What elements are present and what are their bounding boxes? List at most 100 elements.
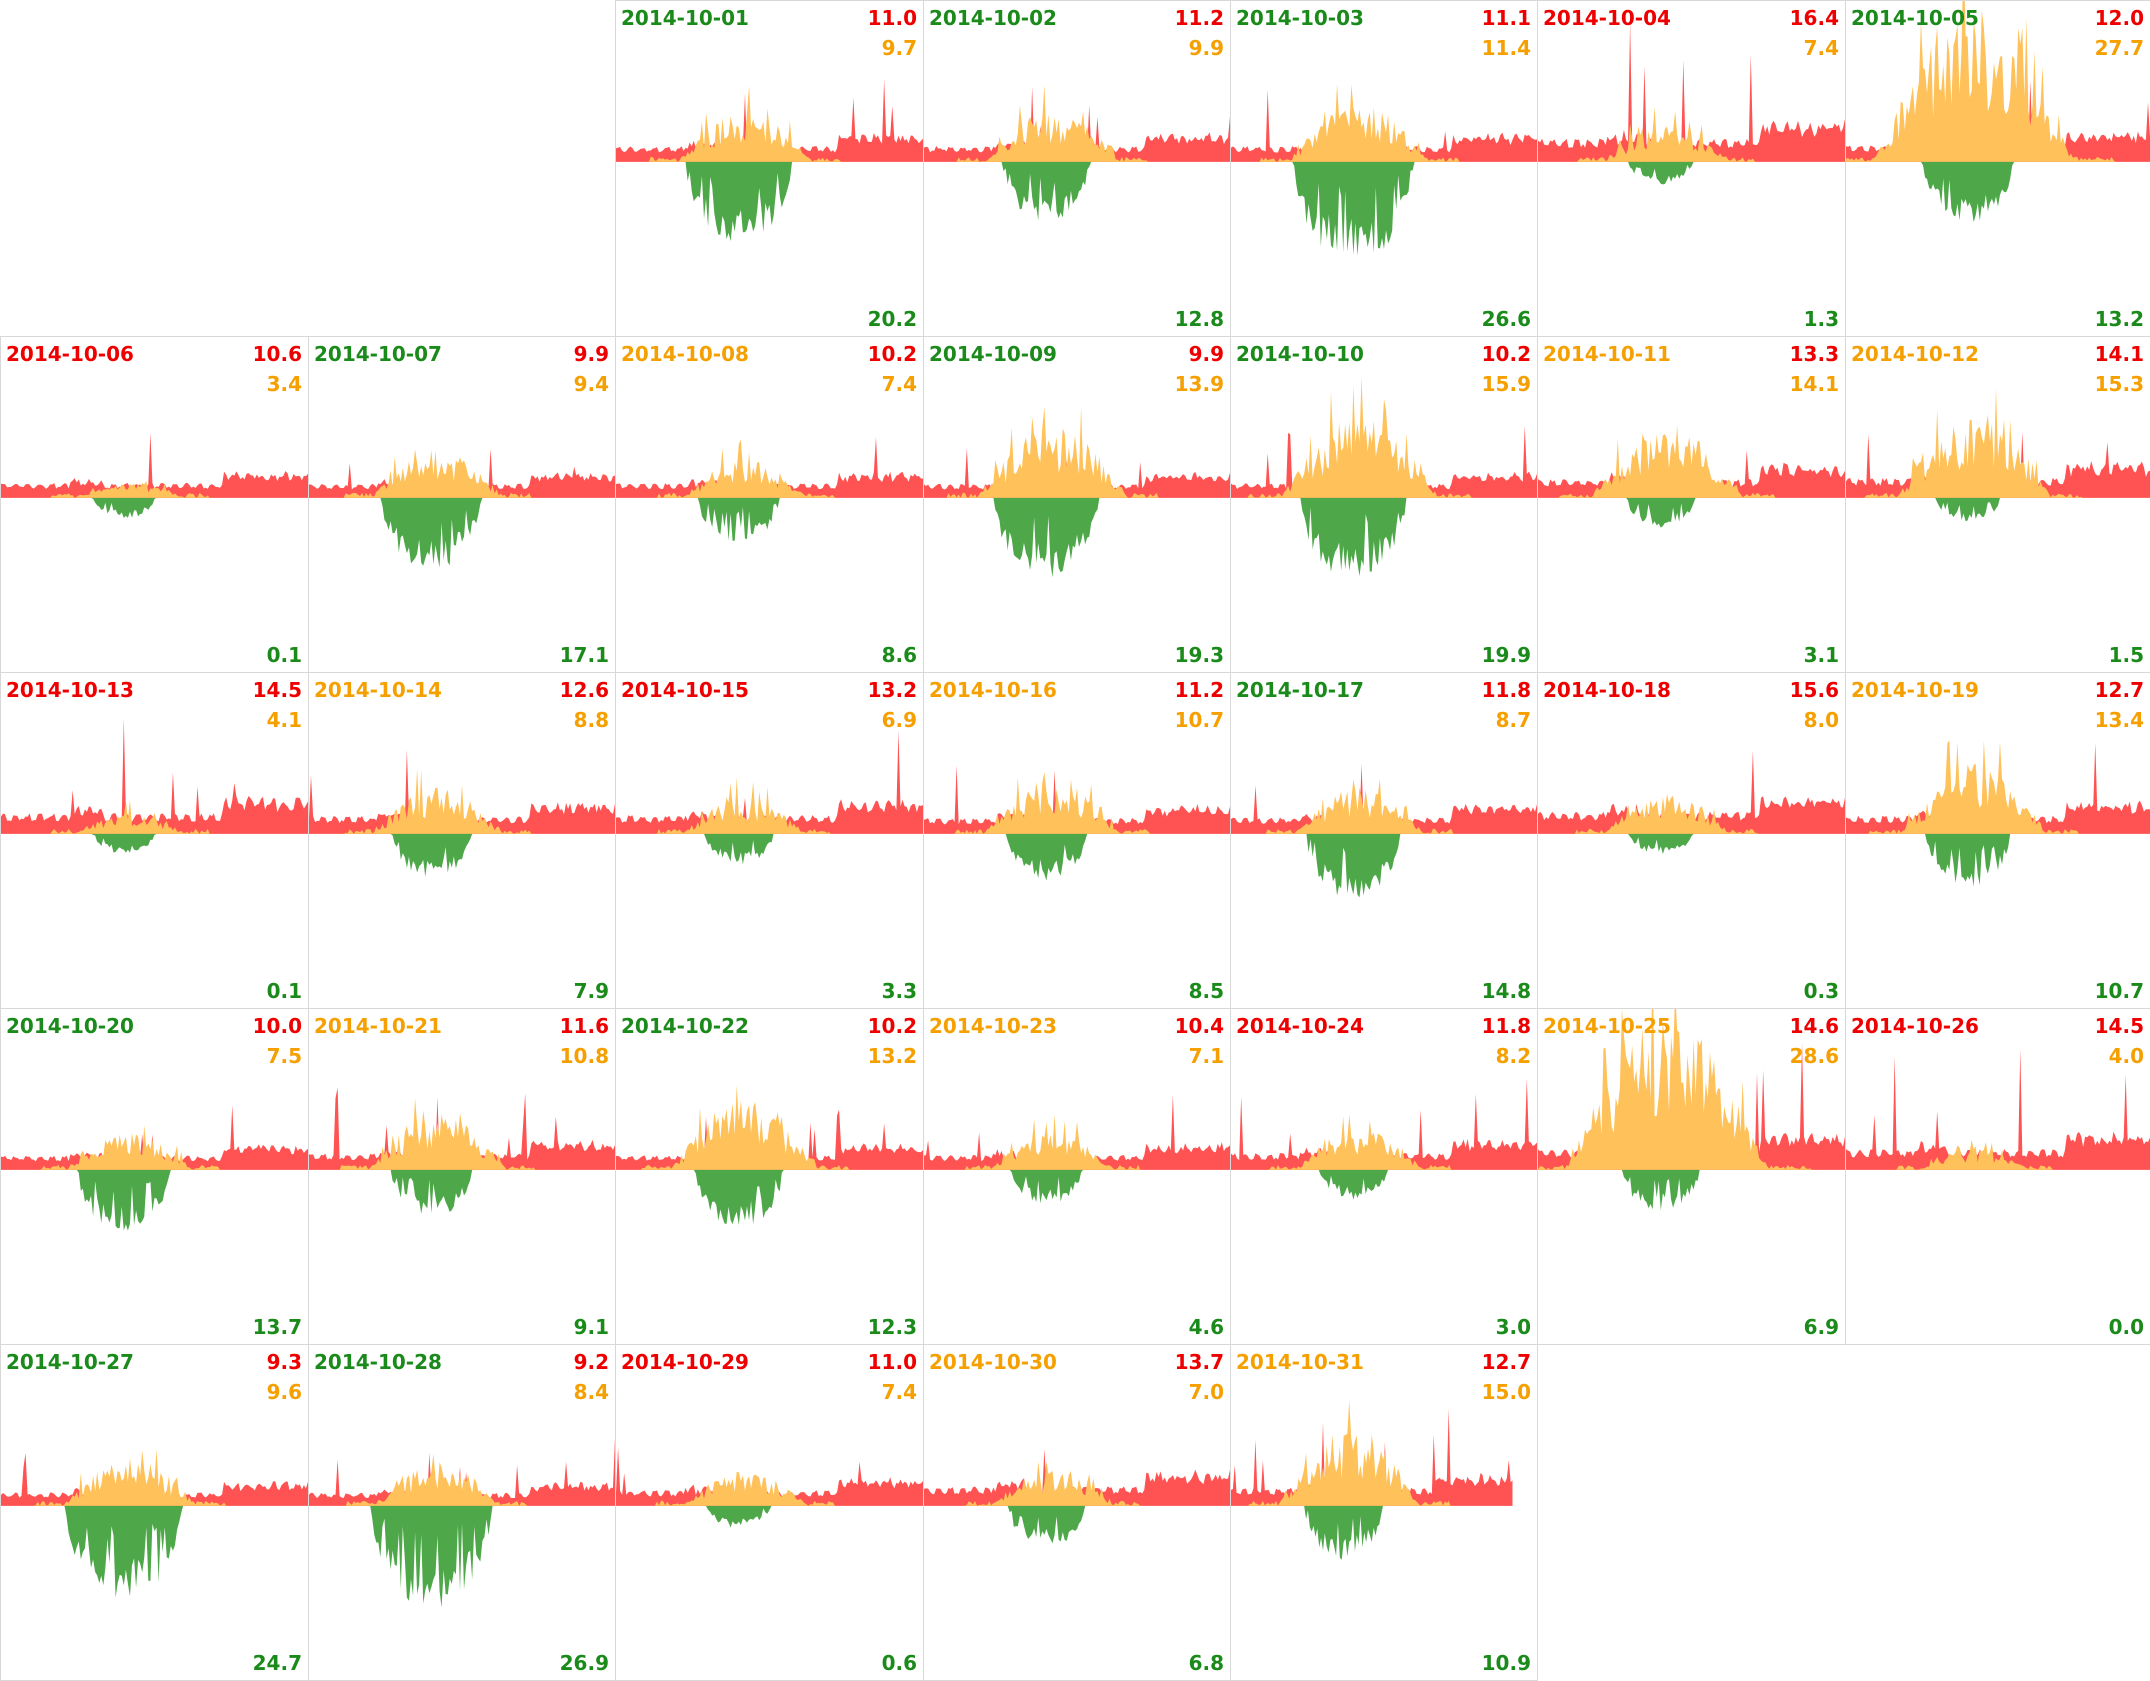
solar-production-area <box>1 497 308 518</box>
day-plot <box>1231 763 1537 898</box>
consumed-value: 11.1 <box>1481 6 1531 30</box>
consumption-area <box>1538 1042 1845 1170</box>
consumed-value: 11.2 <box>1174 678 1224 702</box>
produced-value: 8.5 <box>1188 979 1224 1003</box>
solar-production-area <box>616 497 923 541</box>
produced-value: 1.5 <box>2108 643 2144 667</box>
day-plot <box>1 717 308 853</box>
consumption-area <box>1 433 308 498</box>
produced-value: 4.6 <box>1188 1315 1224 1339</box>
produced-value: 19.9 <box>1481 643 1531 667</box>
consumption-area <box>1846 742 2150 834</box>
consumption-area <box>616 437 923 498</box>
day-cell: 2014-10-18 15.6 8.0 0.3 <box>1537 672 1846 1009</box>
day-plot <box>1231 376 1537 577</box>
day-plot <box>1 433 308 518</box>
solar-production-area <box>309 1169 615 1214</box>
produced-value: 0.3 <box>1803 979 1839 1003</box>
bought-value: 9.7 <box>881 36 917 60</box>
produced-value: 10.9 <box>1481 1651 1531 1675</box>
day-plot <box>1846 1048 2150 1170</box>
day-cell: 2014-10-01 11.0 9.7 20.2 <box>615 0 924 337</box>
day-date-label: 2014-10-30 <box>929 1350 1057 1374</box>
day-date-label: 2014-10-28 <box>314 1350 442 1374</box>
grid-purchase-area <box>1 1125 308 1170</box>
produced-value: 26.6 <box>1481 307 1531 331</box>
consumed-value: 10.2 <box>867 342 917 366</box>
day-plot <box>616 1447 923 1528</box>
day-cell: 2014-10-20 10.0 7.5 13.7 <box>0 1008 309 1345</box>
consumed-value: 9.2 <box>573 1350 609 1374</box>
day-cell: 2014-10-17 11.8 8.7 14.8 <box>1230 672 1538 1009</box>
consumed-value: 14.1 <box>2094 342 2144 366</box>
day-cell: 2014-10-12 14.1 15.3 1.5 <box>1845 336 2150 673</box>
grid-purchase-area <box>924 1461 1230 1506</box>
grid-purchase-area <box>309 1098 615 1170</box>
produced-value: 0.0 <box>2108 1315 2144 1339</box>
day-cell: 2014-10-11 13.3 14.1 3.1 <box>1537 336 1846 673</box>
solar-production-area <box>1538 833 1845 854</box>
grid-purchase-area <box>1231 83 1537 162</box>
solar-production-area <box>1231 161 1537 256</box>
consumption-area <box>616 730 923 834</box>
day-date-label: 2014-10-05 <box>1851 6 1979 30</box>
grid-purchase-area <box>1231 1114 1537 1170</box>
day-plot <box>1538 425 1845 528</box>
day-cell: 2014-10-19 12.7 13.4 10.7 <box>1845 672 2150 1009</box>
grid-purchase-area <box>616 1471 923 1506</box>
bought-value: 9.4 <box>573 372 609 396</box>
grid-purchase-area <box>1846 387 2150 498</box>
consumption-area <box>1538 21 1845 162</box>
consumption-area <box>1231 425 1537 498</box>
day-date-label: 2014-10-16 <box>929 678 1057 702</box>
solar-production-area <box>924 497 1230 578</box>
bought-value: 7.1 <box>1188 1044 1224 1068</box>
bought-value: 8.4 <box>573 1380 609 1404</box>
bought-value: 15.0 <box>1481 1380 1531 1404</box>
day-plot <box>1231 1078 1537 1200</box>
consumed-value: 10.2 <box>867 1014 917 1038</box>
day-date-label: 2014-10-09 <box>929 342 1057 366</box>
consumption-area <box>309 1437 615 1506</box>
day-date-label: 2014-10-31 <box>1236 1350 1364 1374</box>
consumed-value: 13.7 <box>1174 1350 1224 1374</box>
consumed-value: 12.7 <box>1481 1350 1531 1374</box>
day-cell: 2014-10-24 11.8 8.2 3.0 <box>1230 1008 1538 1345</box>
grid-purchase-area <box>1538 1009 1845 1170</box>
day-cell: 2014-10-26 14.5 4.0 0.0 <box>1845 1008 2150 1345</box>
consumption-area <box>1231 89 1537 162</box>
bought-value: 8.2 <box>1495 1044 1531 1068</box>
day-date-label: 2014-10-15 <box>621 678 749 702</box>
day-plot <box>1 1449 308 1598</box>
day-cell: 2014-10-22 10.2 13.2 12.3 <box>615 1008 924 1345</box>
solar-production-area <box>616 1169 923 1226</box>
day-plot <box>616 730 923 865</box>
produced-value: 3.3 <box>881 979 917 1003</box>
produced-value: 6.9 <box>1803 1315 1839 1339</box>
day-date-label: 2014-10-17 <box>1236 678 1364 702</box>
day-date-label: 2014-10-08 <box>621 342 749 366</box>
bought-value: 6.9 <box>881 708 917 732</box>
day-cell: 2014-10-16 11.2 10.7 8.5 <box>923 672 1231 1009</box>
produced-value: 1.3 <box>1803 307 1839 331</box>
consumed-value: 12.7 <box>2094 678 2144 702</box>
consumption-area <box>616 1109 923 1170</box>
bought-value: 10.8 <box>559 1044 609 1068</box>
bought-value: 7.0 <box>1188 1380 1224 1404</box>
produced-value: 8.6 <box>881 643 917 667</box>
consumption-area <box>309 749 615 834</box>
consumption-area <box>616 79 923 162</box>
consumed-value: 12.6 <box>559 678 609 702</box>
day-plot <box>1231 83 1537 256</box>
consumption-area <box>616 1447 923 1506</box>
produced-value: 9.1 <box>573 1315 609 1339</box>
bought-value: 3.4 <box>266 372 302 396</box>
solar-production-area <box>309 1505 615 1608</box>
consumed-value: 11.2 <box>1174 6 1224 30</box>
day-plot <box>1538 750 1845 854</box>
produced-value: 0.1 <box>266 643 302 667</box>
grid-purchase-area <box>1846 1139 2150 1170</box>
day-cell: 2014-10-08 10.2 7.4 8.6 <box>615 336 924 673</box>
day-date-label: 2014-10-07 <box>314 342 442 366</box>
